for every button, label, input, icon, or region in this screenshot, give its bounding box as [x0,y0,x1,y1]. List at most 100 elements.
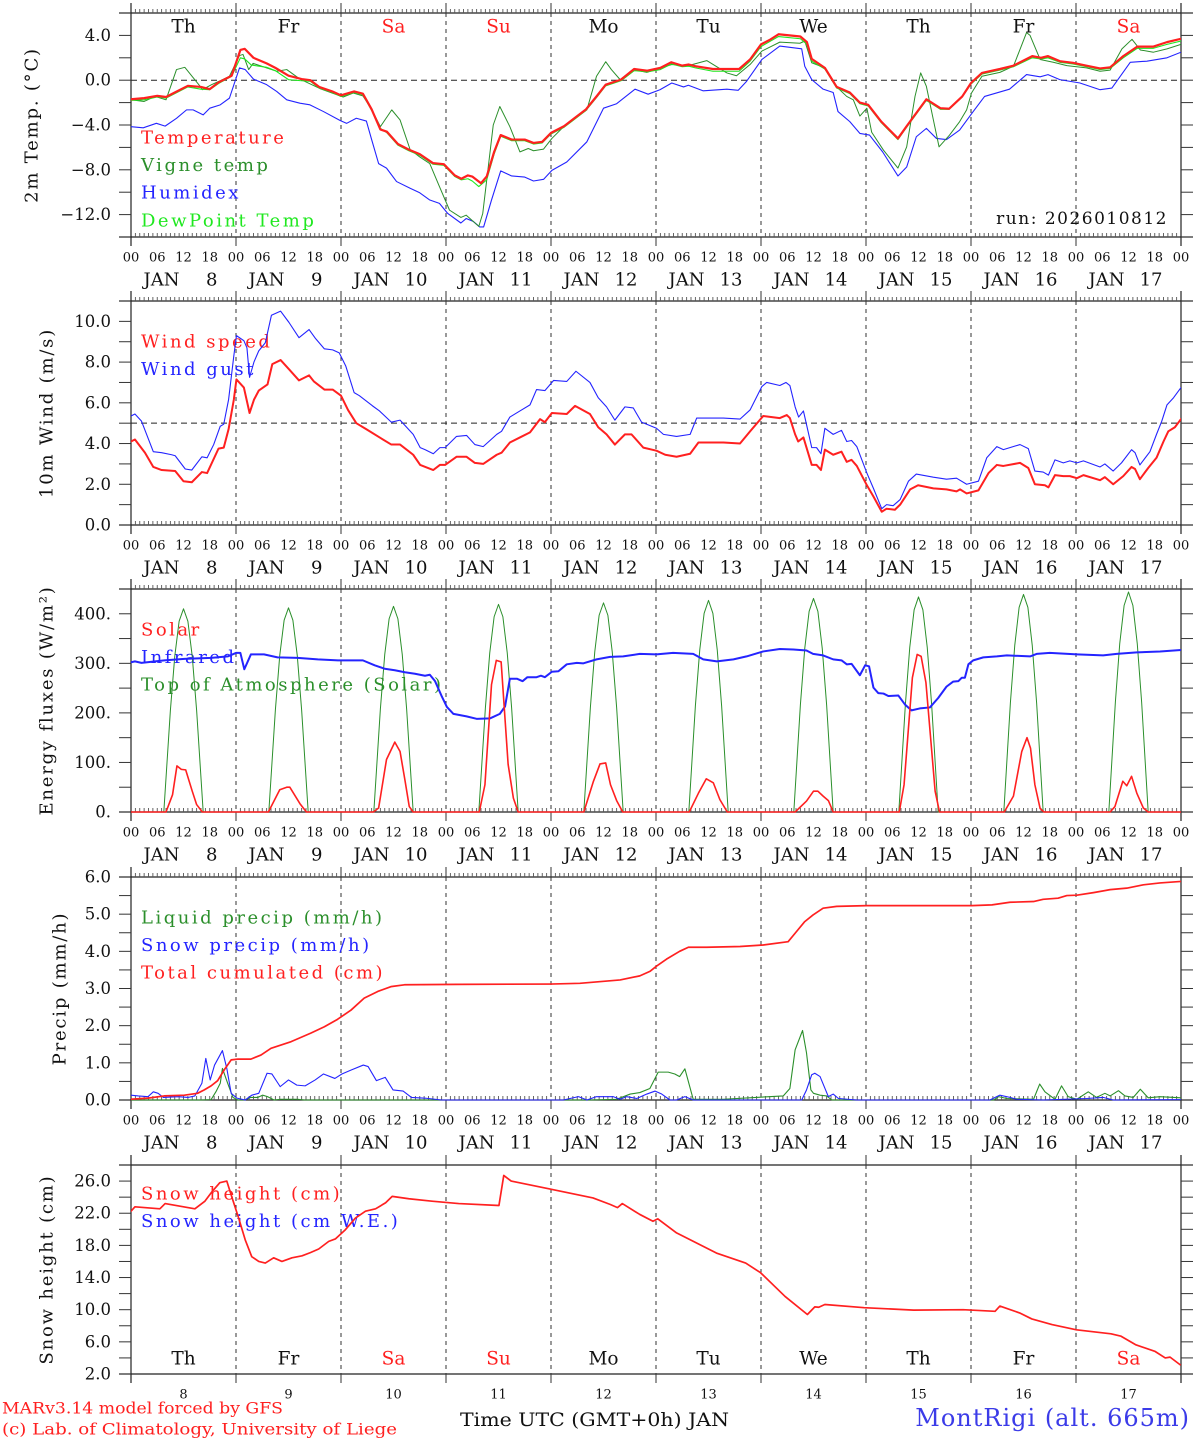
x-hour-label: 06 [569,1114,586,1129]
x-date-label: 12 [615,1133,638,1154]
x-date-label: 8 [206,558,217,579]
x-month-label: JAN [457,270,495,291]
series-line-snow-height-cm [131,1174,1181,1366]
x-month-label: JAN [667,270,705,291]
x-date-label: 8 [206,1133,217,1154]
series-line-temperature [131,33,1181,185]
x-hour-label: 12 [280,539,297,554]
x-hour-label: 12 [910,539,927,554]
x-date-label: 13 [720,845,743,866]
x-hour-label: 18 [306,539,323,554]
legend-entry: Total cumulated (cm) [141,963,385,984]
x-hour-label: 00 [858,539,875,554]
y-tick-label: 10.0 [74,1300,111,1319]
weekday-label: Fr [278,1349,300,1370]
x-hour-label: 00 [963,251,980,266]
x-hour-label: 12 [1120,539,1137,554]
x-hour-label: 18 [831,826,848,841]
x-hour-label: 00 [1068,251,1085,266]
x-hour-label: 06 [464,251,481,266]
weekday-label: Tu [696,1349,720,1370]
x-hour-label: 12 [910,826,927,841]
x-hour-label: 06 [884,251,901,266]
panel-temperature: 4.0 0.0 −4.0 −8.0 −12.0 2m Temp. (°C) Temperat… [22,3,1193,291]
x-hour-label: 06 [359,1114,376,1129]
x-hour-label: 18 [306,251,323,266]
x-date-label: 13 [720,270,743,291]
x-hour-label: 12 [910,1114,927,1129]
x-date-label: 14 [825,845,848,866]
x-date-label: 13 [720,1133,743,1154]
x-hour-label: 00 [963,1114,980,1129]
y-tick-label: 6.0 [85,868,111,887]
x-date-label: 12 [595,1388,612,1403]
x-hour-label: 00 [123,539,140,554]
x-date-label: 9 [311,845,322,866]
x-month-label: JAN [772,845,810,866]
x-minor-ticks [134,9,1178,237]
x-hour-label: 00 [123,826,140,841]
x-hour-label: 18 [516,539,533,554]
x-hour-label: 00 [333,1114,350,1129]
x-hour-label: 00 [123,1114,140,1129]
x-date-label: 13 [720,558,743,579]
x-hour-label: 18 [1041,826,1058,841]
x-hour-label: 18 [1041,251,1058,266]
weekday-label: Su [486,17,511,38]
x-month-label: JAN [247,1133,285,1154]
x-date-label: 17 [1140,558,1163,579]
x-date-label: 10 [385,1388,402,1403]
x-date-label: 16 [1035,558,1058,579]
weekday-label: Mo [588,17,618,38]
weekday-label: Fr [1013,1349,1035,1370]
x-hour-label: 00 [228,251,245,266]
x-hour-label: 06 [674,539,691,554]
x-hour-label: 12 [1015,251,1032,266]
weekday-label: Sa [382,1349,406,1370]
y-tick-label: 4.0 [85,434,111,453]
x-month-label: JAN [877,845,915,866]
x-month-label: JAN [457,558,495,579]
y-tick-label: 1.0 [85,1053,111,1072]
x-hour-label: 12 [1120,251,1137,266]
x-date-label: 8 [206,845,217,866]
y-tick-label: 4.0 [85,942,111,961]
x-date-label: 14 [805,1388,822,1403]
series-line-solar [131,653,1181,813]
x-hour-label: 12 [595,826,612,841]
y-tick-label: 0.0 [85,71,111,90]
x-axis-title: Time UTC (GMT+0h) JAN [460,1409,729,1431]
legend-entry: Infrared [141,647,236,668]
x-hour-label: 12 [280,826,297,841]
x-hour-label: 18 [936,1114,953,1129]
legend-entry: Snow precip (mm/h) [141,935,372,956]
x-date-label: 14 [825,558,848,579]
x-hour-label: 00 [1068,1114,1085,1129]
x-hour-label: 00 [543,251,560,266]
x-month-label: JAN [667,558,705,579]
x-date-label: 10 [405,845,428,866]
y-tick-label: 22.0 [74,1204,111,1223]
y-tick-label: 300. [74,654,111,673]
x-hour-label: 18 [621,1114,638,1129]
x-month-label: JAN [562,558,600,579]
x-hour-label: 12 [175,1114,192,1129]
x-hour-label: 06 [884,1114,901,1129]
x-hour-label: 12 [1015,826,1032,841]
x-hour-label: 12 [490,826,507,841]
x-hour-label: 00 [648,251,665,266]
x-hour-label: 12 [490,539,507,554]
x-hour-label: 12 [385,251,402,266]
weekday-label: Th [906,1349,930,1370]
x-hour-label: 06 [989,1114,1006,1129]
x-month-label: JAN [667,1133,705,1154]
x-hour-label: 00 [228,1114,245,1129]
x-hour-label: 12 [175,539,192,554]
panel-wind: 10.0 8.0 6.0 4.0 2.0 0.0 10m Wind (m/s) Wind sp… [37,291,1193,579]
x-hour-label: 06 [989,251,1006,266]
x-month-label: JAN [142,845,180,866]
x-hour-label: 12 [1015,1114,1032,1129]
y-tick-label: −12.0 [60,205,111,224]
x-hour-label: 12 [805,539,822,554]
weekday-label: We [799,17,828,38]
